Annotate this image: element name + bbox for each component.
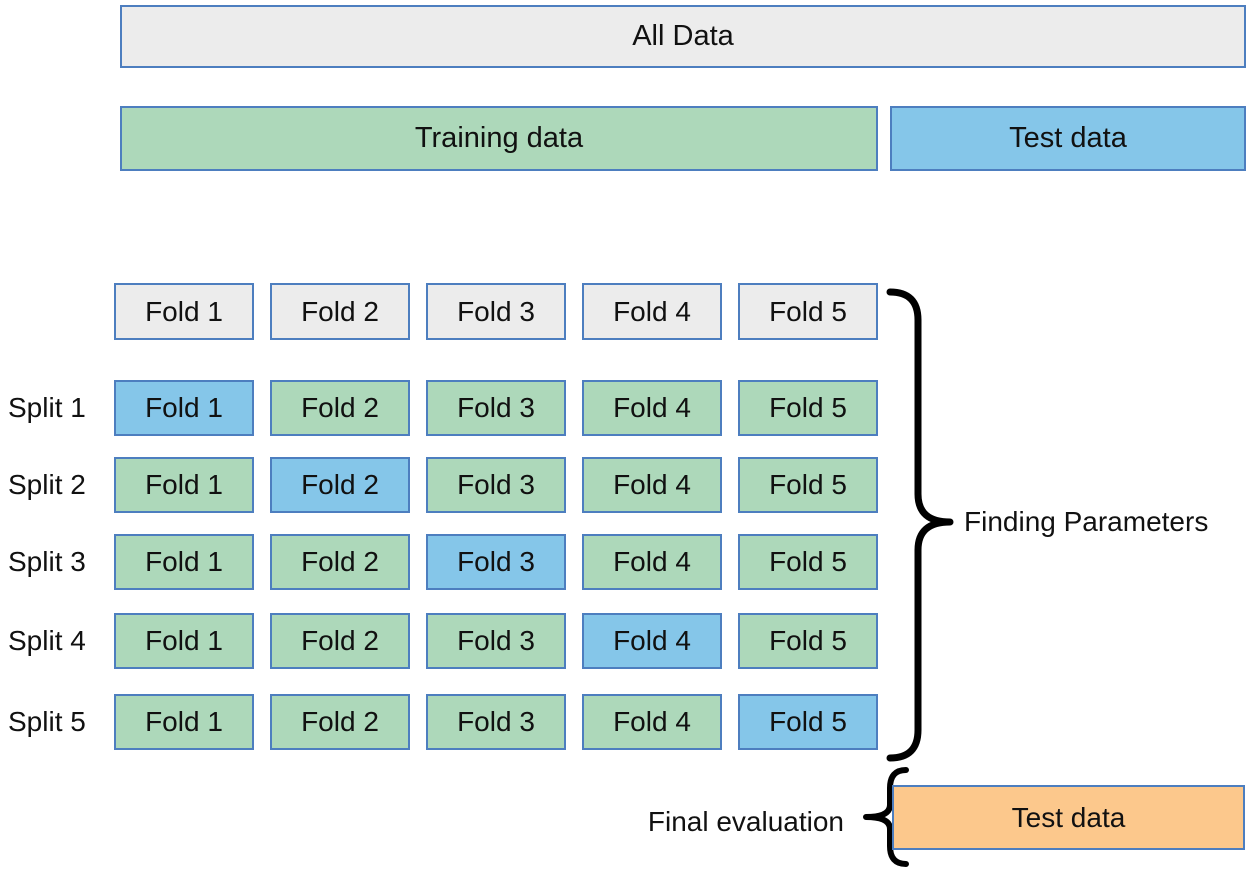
final-test-data-label: Test data [1011, 801, 1126, 833]
finding-parameters-brace [886, 288, 954, 762]
training-fold-cell: Fold 4 [582, 457, 722, 513]
training-fold-cell: Fold 2 [270, 694, 410, 750]
test-data-bar: Test data [890, 106, 1246, 171]
training-fold-cell: Fold 1 [114, 534, 254, 590]
split-label: Split 1 [8, 392, 86, 423]
training-data-label: Training data [414, 122, 584, 154]
split-label: Split 2 [8, 469, 86, 500]
final-evaluation-label: Final evaluation [647, 806, 844, 837]
header-fold-cell: Fold 1 [114, 283, 254, 340]
validation-fold-cell: Fold 5 [738, 694, 878, 750]
training-fold-cell: Fold 5 [738, 457, 878, 513]
header-fold-cell: Fold 3 [426, 283, 566, 340]
training-fold-cell: Fold 2 [270, 380, 410, 436]
final-test-data-box: Test data [892, 785, 1245, 850]
training-fold-cell: Fold 1 [114, 613, 254, 669]
training-fold-cell: Fold 4 [582, 380, 722, 436]
training-fold-cell: Fold 4 [582, 534, 722, 590]
validation-fold-cell: Fold 3 [426, 534, 566, 590]
split-label: Split 3 [8, 546, 86, 577]
training-fold-cell: Fold 3 [426, 457, 566, 513]
split-label: Split 5 [8, 706, 86, 737]
validation-fold-cell: Fold 1 [114, 380, 254, 436]
validation-fold-cell: Fold 2 [270, 457, 410, 513]
test-data-label: Test data [1009, 122, 1127, 154]
header-fold-cell: Fold 2 [270, 283, 410, 340]
training-fold-cell: Fold 5 [738, 613, 878, 669]
finding-parameters-label: Finding Parameters [964, 506, 1209, 537]
training-fold-cell: Fold 5 [738, 380, 878, 436]
training-fold-cell: Fold 4 [582, 694, 722, 750]
all-data-bar: All Data [120, 5, 1246, 68]
training-fold-cell: Fold 3 [426, 613, 566, 669]
training-fold-cell: Fold 1 [114, 457, 254, 513]
training-data-bar: Training data [120, 106, 878, 171]
training-fold-cell: Fold 2 [270, 613, 410, 669]
training-fold-cell: Fold 2 [270, 534, 410, 590]
training-fold-cell: Fold 3 [426, 380, 566, 436]
training-fold-cell: Fold 3 [426, 694, 566, 750]
split-label: Split 4 [8, 625, 86, 656]
final-evaluation-brace [863, 767, 909, 867]
header-fold-cell: Fold 4 [582, 283, 722, 340]
all-data-label: All Data [632, 20, 734, 52]
validation-fold-cell: Fold 4 [582, 613, 722, 669]
header-fold-cell: Fold 5 [738, 283, 878, 340]
training-fold-cell: Fold 1 [114, 694, 254, 750]
training-fold-cell: Fold 5 [738, 534, 878, 590]
